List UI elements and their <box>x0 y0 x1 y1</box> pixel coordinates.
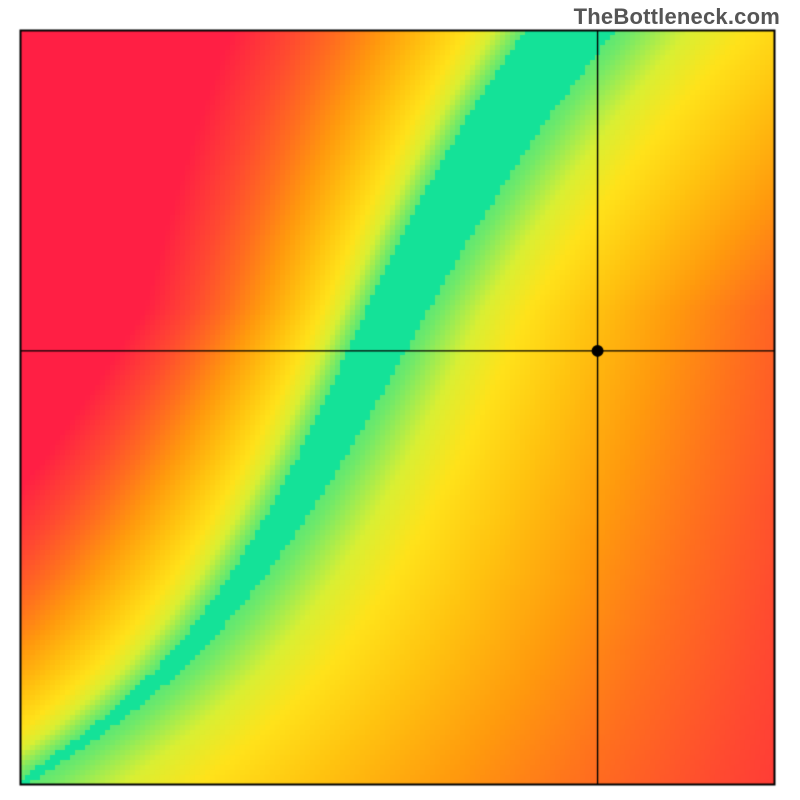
bottleneck-heatmap <box>0 0 800 800</box>
chart-container: TheBottleneck.com <box>0 0 800 800</box>
watermark-text: TheBottleneck.com <box>574 4 780 30</box>
